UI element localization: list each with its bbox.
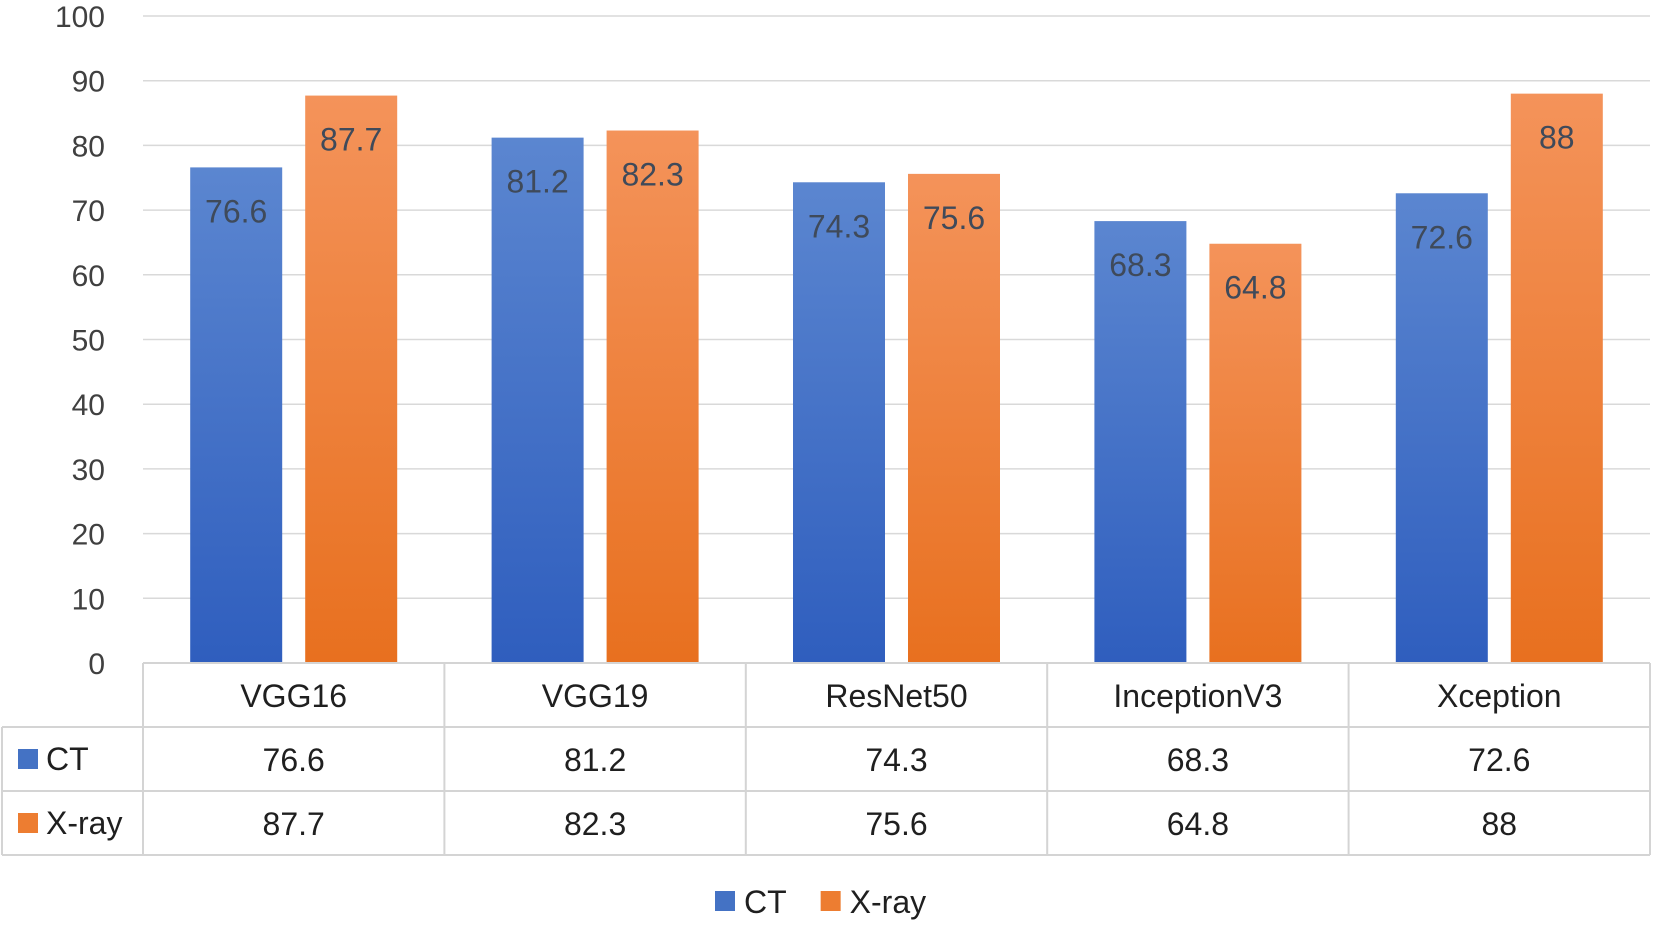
bar-ct <box>1395 193 1488 663</box>
y-tick-label: 0 <box>88 648 105 681</box>
bar-x-ray <box>1510 93 1603 663</box>
table-cell-value: 68.3 <box>1167 742 1229 778</box>
legend-swatch <box>715 891 735 911</box>
bar-data-label: 81.2 <box>506 164 568 200</box>
bars <box>190 93 1603 664</box>
table-cell-value: 64.8 <box>1167 806 1229 842</box>
data-table: VGG16 VGG19 ResNet50 InceptionV3 Xception CT 7… <box>1 662 1651 856</box>
bar-ct <box>491 137 584 664</box>
y-tick-label: 50 <box>72 325 105 358</box>
table-cell-value: 76.6 <box>263 742 325 778</box>
legend-label: X-ray <box>850 884 926 920</box>
bar-data-label: 64.8 <box>1224 270 1286 306</box>
y-tick-label: 100 <box>55 1 105 34</box>
bar-data-label: 88 <box>1539 120 1575 156</box>
x-category-label: VGG19 <box>542 678 649 714</box>
table-cell-value: 75.6 <box>865 806 927 842</box>
data-labels: 76.6 87.7 81.2 82.3 74.3 75.6 68.3 64.8 72.6 88 <box>205 120 1575 306</box>
legend-swatch <box>820 891 841 911</box>
bar-data-label: 82.3 <box>621 157 683 193</box>
bar-data-label: 72.6 <box>1411 219 1473 255</box>
bar-x-ray <box>1209 243 1302 663</box>
bar-x-ray <box>606 130 699 664</box>
y-axis: 0 10 20 30 40 50 60 70 80 90 100 <box>55 1 105 681</box>
table-cell-value: 81.2 <box>564 742 626 778</box>
y-tick-label: 10 <box>72 583 105 616</box>
table-row-label: CT <box>46 741 89 777</box>
y-tick-label: 30 <box>72 454 105 487</box>
y-tick-label: 70 <box>72 195 105 228</box>
bar-ct <box>190 167 283 663</box>
table-row-label: X-ray <box>46 805 122 841</box>
x-category-label: VGG16 <box>240 678 347 714</box>
bar-data-label: 75.6 <box>923 200 985 236</box>
table-cell-value: 74.3 <box>865 742 927 778</box>
bar-data-label: 76.6 <box>205 193 267 229</box>
bar-data-label: 87.7 <box>320 122 382 158</box>
legend: CT X-ray <box>715 884 926 920</box>
table-cell-value: 88 <box>1482 806 1518 842</box>
x-category-label: Xception <box>1437 678 1562 714</box>
y-tick-label: 40 <box>72 389 105 422</box>
y-tick-label: 60 <box>72 260 105 293</box>
bar-data-label: 68.3 <box>1109 247 1171 283</box>
table-cell-value: 72.6 <box>1468 742 1530 778</box>
bar-ct <box>793 182 885 664</box>
bar-data-label: 74.3 <box>808 208 870 244</box>
table-cell-value: 82.3 <box>564 806 626 842</box>
y-tick-label: 80 <box>72 130 105 163</box>
table-cell-value: 87.7 <box>263 806 325 842</box>
table-legend-swatch <box>18 813 38 833</box>
table-legend-swatch <box>18 749 38 769</box>
bar-ct <box>1094 221 1187 663</box>
x-category-label: ResNet50 <box>825 678 967 714</box>
y-tick-label: 20 <box>72 519 105 552</box>
y-tick-label: 90 <box>72 66 105 99</box>
bar-x-ray <box>908 173 1000 664</box>
legend-label: CT <box>744 884 787 920</box>
x-category-label: InceptionV3 <box>1113 678 1282 714</box>
bar-x-ray <box>305 95 398 664</box>
